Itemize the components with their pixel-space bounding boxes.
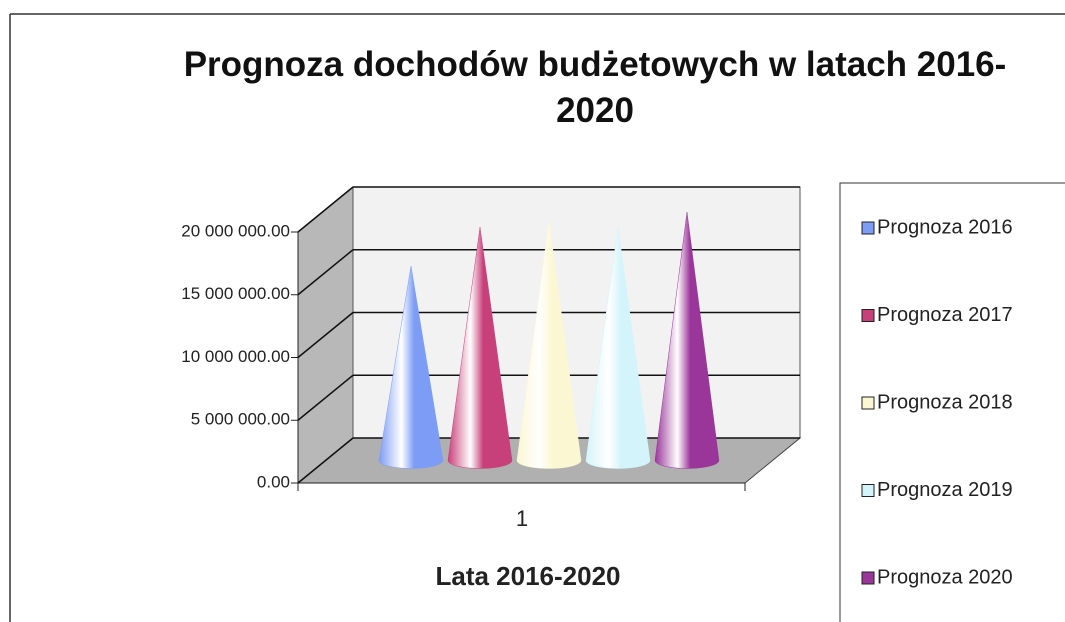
legend-swatch	[861, 484, 875, 497]
y-tick-label: 20 000 000.00	[181, 221, 290, 240]
grid-line	[297, 311, 354, 359]
x-tick-label: 1	[516, 506, 528, 531]
legend-label: Prognoza 2018	[877, 391, 1013, 413]
grid-line	[297, 249, 354, 296]
grid-line	[297, 186, 354, 233]
legend-swatch	[861, 221, 875, 235]
legend-label: Prognoza 2017	[877, 304, 1013, 326]
legend-swatch	[861, 396, 875, 410]
cone	[378, 265, 444, 469]
legend-label: Prognoza 2016	[877, 216, 1013, 238]
legend-box	[839, 182, 1065, 622]
cone	[654, 211, 720, 469]
x-axis-title: Lata 2016-2020	[435, 561, 620, 591]
cone	[516, 220, 582, 469]
y-tick-label: 15 000 000.00	[181, 284, 290, 303]
legend-label: Prognoza 2020	[877, 566, 1013, 588]
y-tick-label: 5 000 000.00	[191, 410, 290, 429]
cone	[447, 227, 513, 469]
grid-line	[297, 374, 354, 421]
chart-title: Prognoza dochodów budżetowych w latach 2…	[183, 45, 1007, 130]
legend-swatch	[861, 309, 875, 322]
legend-label: Prognoza 2019	[877, 479, 1013, 501]
y-tick-label: 10 000 000.00	[181, 347, 290, 366]
legend-swatch	[861, 571, 875, 585]
y-tick-label: 0.00	[257, 472, 290, 491]
cone	[585, 227, 651, 469]
grid-line	[297, 437, 354, 484]
